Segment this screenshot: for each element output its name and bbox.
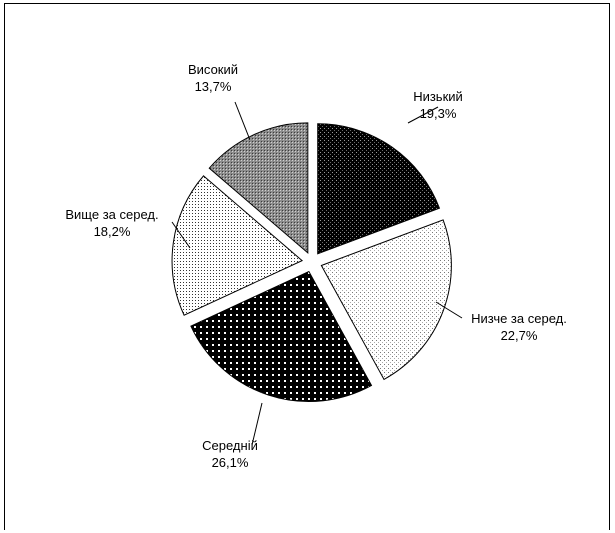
leader-line-2 <box>435 301 463 319</box>
slice-category-label: Середній <box>202 438 258 453</box>
slice-category-label: Низький <box>413 89 463 104</box>
slice-value-label: 19,3% <box>420 106 457 121</box>
slice-value-label: 26,1% <box>212 455 249 470</box>
pie-slice-4 <box>171 175 304 316</box>
pie-slice-3 <box>190 270 373 403</box>
pie-slice-1 <box>317 123 441 255</box>
slice-category-label: Високий <box>188 62 238 77</box>
chart-frame <box>4 3 610 530</box>
pie-slice-5 <box>208 122 309 255</box>
leader-line-5 <box>234 101 251 141</box>
slice-category-label: Вище за серед. <box>65 207 158 222</box>
pie-slice-2 <box>320 219 452 381</box>
slice-category-label: Низче за серед. <box>471 311 567 326</box>
slice-value-label: 13,7% <box>195 79 232 94</box>
leader-line-4 <box>171 221 191 249</box>
leader-line-3 <box>251 402 263 446</box>
leader-line-1 <box>407 106 439 124</box>
slice-value-label: 22,7% <box>501 328 538 343</box>
slice-value-label: 18,2% <box>94 224 131 239</box>
